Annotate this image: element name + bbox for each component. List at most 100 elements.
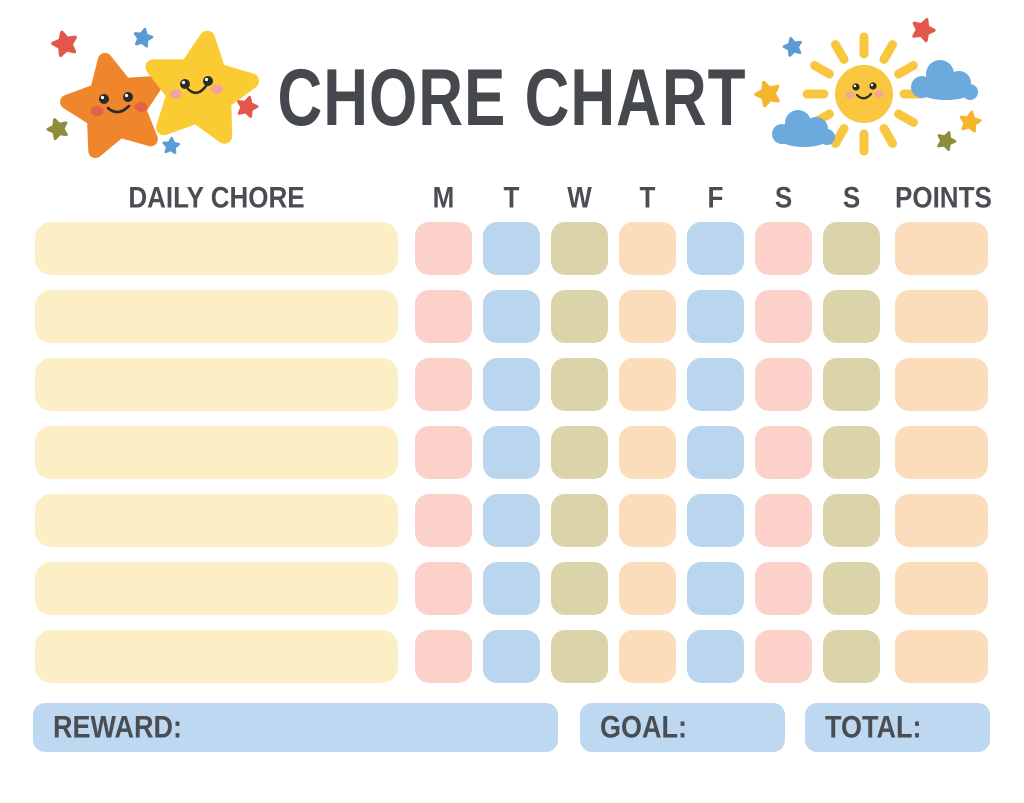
chore-row <box>0 494 1024 547</box>
day-cell[interactable] <box>551 426 608 479</box>
reward-label: REWARD: <box>53 709 182 745</box>
day-cell[interactable] <box>415 630 472 683</box>
column-header-daily-chore: DAILY CHORE <box>128 180 305 215</box>
day-cell[interactable] <box>619 426 676 479</box>
small-gold-star-icon <box>753 79 782 107</box>
day-cell[interactable] <box>687 426 744 479</box>
day-cell[interactable] <box>687 562 744 615</box>
yellow-star-icon <box>145 32 256 139</box>
points-cell[interactable] <box>895 222 988 275</box>
small-blue-star-icon <box>782 36 803 56</box>
page-title: CHORE CHART <box>277 53 747 143</box>
chore-row <box>0 562 1024 615</box>
small-gold-star-icon <box>959 111 981 132</box>
column-header-points: POINTS <box>895 180 992 215</box>
day-cell[interactable] <box>551 630 608 683</box>
points-cell[interactable] <box>895 494 988 547</box>
day-cell[interactable] <box>823 494 880 547</box>
total-field[interactable]: TOTAL: <box>805 703 990 752</box>
day-cell[interactable] <box>823 222 880 275</box>
chore-row <box>0 222 1024 275</box>
points-cell[interactable] <box>895 562 988 615</box>
day-cell[interactable] <box>483 494 540 547</box>
day-cell[interactable] <box>823 426 880 479</box>
chore-name-field[interactable] <box>35 494 398 547</box>
day-cell[interactable] <box>483 290 540 343</box>
chore-grid <box>0 222 1024 698</box>
chore-row <box>0 426 1024 479</box>
points-cell[interactable] <box>895 358 988 411</box>
chore-name-field[interactable] <box>35 290 398 343</box>
cloud-icon <box>772 110 835 147</box>
chore-name-field[interactable] <box>35 358 398 411</box>
small-blue-star-icon <box>163 137 179 153</box>
small-olive-star-icon <box>46 116 70 140</box>
day-cell[interactable] <box>551 290 608 343</box>
stars-decoration <box>25 8 285 170</box>
day-cell[interactable] <box>755 290 812 343</box>
day-cell[interactable] <box>687 290 744 343</box>
day-cell[interactable] <box>483 426 540 479</box>
day-cell[interactable] <box>687 494 744 547</box>
points-cell[interactable] <box>895 426 988 479</box>
chore-name-field[interactable] <box>35 562 398 615</box>
points-cell[interactable] <box>895 290 988 343</box>
column-header-saturday: S <box>774 180 793 215</box>
day-cell[interactable] <box>483 562 540 615</box>
day-cell[interactable] <box>823 562 880 615</box>
day-cell[interactable] <box>755 426 812 479</box>
day-cell[interactable] <box>415 222 472 275</box>
day-cell[interactable] <box>619 630 676 683</box>
chore-name-field[interactable] <box>35 426 398 479</box>
day-cell[interactable] <box>619 494 676 547</box>
day-cell[interactable] <box>755 222 812 275</box>
day-cell[interactable] <box>755 494 812 547</box>
points-cell[interactable] <box>895 630 988 683</box>
day-cell[interactable] <box>823 290 880 343</box>
column-header-monday: M <box>432 180 455 215</box>
total-label: TOTAL: <box>825 709 922 745</box>
small-blue-star-icon <box>133 27 153 46</box>
day-cell[interactable] <box>687 222 744 275</box>
day-cell[interactable] <box>823 358 880 411</box>
reward-field[interactable]: REWARD: <box>33 703 558 752</box>
day-cell[interactable] <box>551 562 608 615</box>
day-cell[interactable] <box>415 426 472 479</box>
day-cell[interactable] <box>551 222 608 275</box>
column-header-wednesday: W <box>567 180 592 215</box>
day-cell[interactable] <box>619 290 676 343</box>
day-cell[interactable] <box>415 494 472 547</box>
day-cell[interactable] <box>619 222 676 275</box>
day-cell[interactable] <box>755 562 812 615</box>
orange-star-icon <box>60 51 167 155</box>
day-cell[interactable] <box>823 630 880 683</box>
chore-row <box>0 290 1024 343</box>
day-cell[interactable] <box>619 562 676 615</box>
day-cell[interactable] <box>755 358 812 411</box>
day-cell[interactable] <box>687 358 744 411</box>
column-header-friday: F <box>707 180 724 215</box>
goal-field[interactable]: GOAL: <box>580 703 785 752</box>
chore-name-field[interactable] <box>35 222 398 275</box>
day-cell[interactable] <box>619 358 676 411</box>
column-header-tuesday: T <box>503 180 520 215</box>
column-header-thursday: T <box>639 180 656 215</box>
day-cell[interactable] <box>551 358 608 411</box>
day-cell[interactable] <box>415 290 472 343</box>
day-cell[interactable] <box>415 562 472 615</box>
cloud-icon <box>911 60 978 100</box>
small-red-star-icon <box>51 29 79 56</box>
chore-name-field[interactable] <box>35 630 398 683</box>
day-cell[interactable] <box>687 630 744 683</box>
goal-label: GOAL: <box>600 709 687 745</box>
chore-row <box>0 358 1024 411</box>
day-cell[interactable] <box>483 630 540 683</box>
day-cell[interactable] <box>415 358 472 411</box>
day-cell[interactable] <box>483 222 540 275</box>
sun-icon <box>802 32 926 156</box>
day-column-headers: M T W T F S S <box>415 180 880 215</box>
day-cell[interactable] <box>755 630 812 683</box>
day-cell[interactable] <box>551 494 608 547</box>
day-cell[interactable] <box>483 358 540 411</box>
